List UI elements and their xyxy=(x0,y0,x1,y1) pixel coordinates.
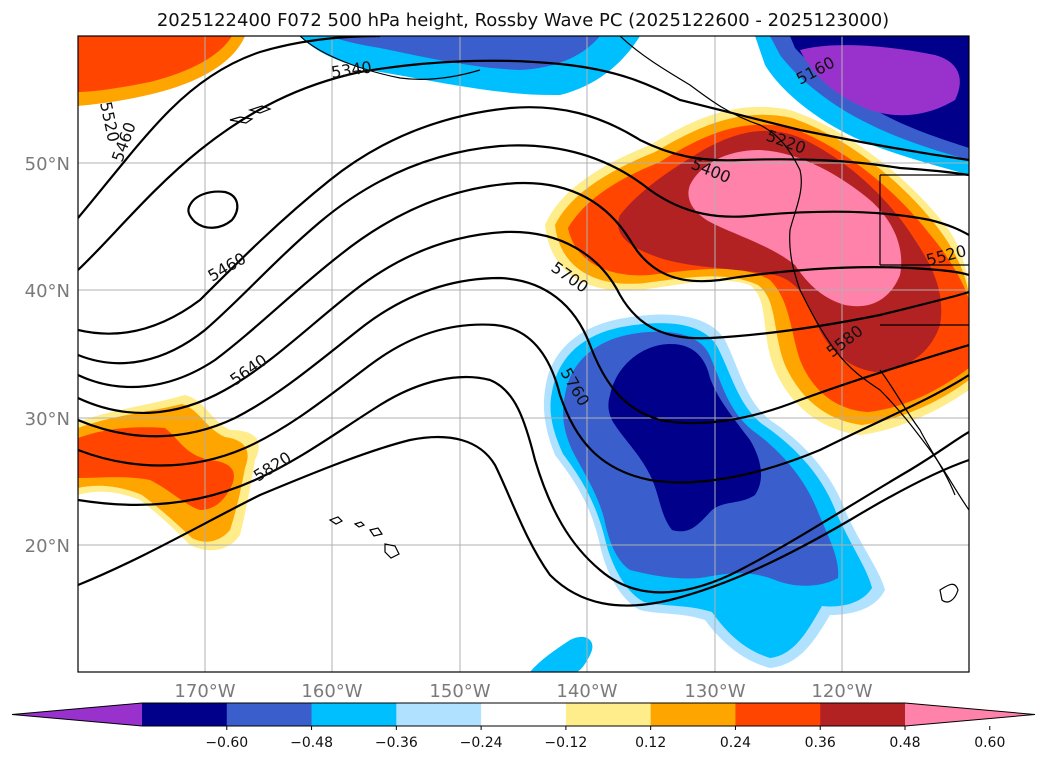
lon-label: 140°W xyxy=(556,681,617,702)
colorbar-segment xyxy=(142,703,228,726)
colorbar-segment xyxy=(311,703,397,726)
plot-frame xyxy=(77,35,970,673)
height-contours xyxy=(78,36,969,607)
longitude-labels: 170°W 160°W 150°W 140°W 130°W 120°W xyxy=(174,681,872,702)
colorbar-segment xyxy=(226,703,313,726)
colorbar-tick-label: −0.24 xyxy=(460,735,503,751)
colorbar-tick-label: 0.48 xyxy=(889,735,920,751)
colorbar-segment xyxy=(481,703,567,726)
lat-label: 30°N xyxy=(25,409,70,430)
colorbar-segment xyxy=(820,703,906,726)
lat-label: 40°N xyxy=(25,281,70,302)
colorbar: −0.60 −0.48 −0.36 −0.24 −0.12 0.12 0.24 0.36 0.4… xyxy=(11,702,1036,751)
plot-area: 5520 5460 5340 5160 5220 5400 5460 5700 … xyxy=(78,36,969,672)
colorbar-segment xyxy=(565,703,652,726)
colorbar-tick-label: −0.36 xyxy=(375,735,418,751)
colorbar-extend-min xyxy=(12,703,142,726)
lon-label: 150°W xyxy=(429,681,490,702)
graticule xyxy=(78,36,969,672)
lat-label: 50°N xyxy=(25,154,70,175)
colorbar-segment xyxy=(650,703,736,726)
colorbar-tick-label: 0.36 xyxy=(805,735,836,751)
colorbar-tick-label: −0.12 xyxy=(544,735,587,751)
colorbar-tick-label: 0.12 xyxy=(635,735,666,751)
lon-label: 160°W xyxy=(301,681,362,702)
lon-label: 130°W xyxy=(684,681,745,702)
map-title: 2025122400 F072 500 hPa height, Rossby W… xyxy=(157,10,889,31)
colorbar-tick-label: −0.48 xyxy=(290,735,333,751)
lon-label: 120°W xyxy=(811,681,872,702)
latitude-labels: 50°N 40°N 30°N 20°N xyxy=(25,154,70,557)
colorbar-extend-max xyxy=(905,703,1035,726)
colorbar-segment xyxy=(396,703,482,726)
colorbar-outline xyxy=(11,702,1036,727)
colorbar-segment xyxy=(735,703,821,726)
colorbar-tick-label: 0.24 xyxy=(720,735,751,751)
lat-label: 20°N xyxy=(25,536,70,557)
colorbar-tick-label: 0.60 xyxy=(974,735,1005,751)
coastlines xyxy=(229,36,969,603)
colorbar-tick-label: −0.60 xyxy=(205,735,248,751)
lon-label: 170°W xyxy=(174,681,235,702)
